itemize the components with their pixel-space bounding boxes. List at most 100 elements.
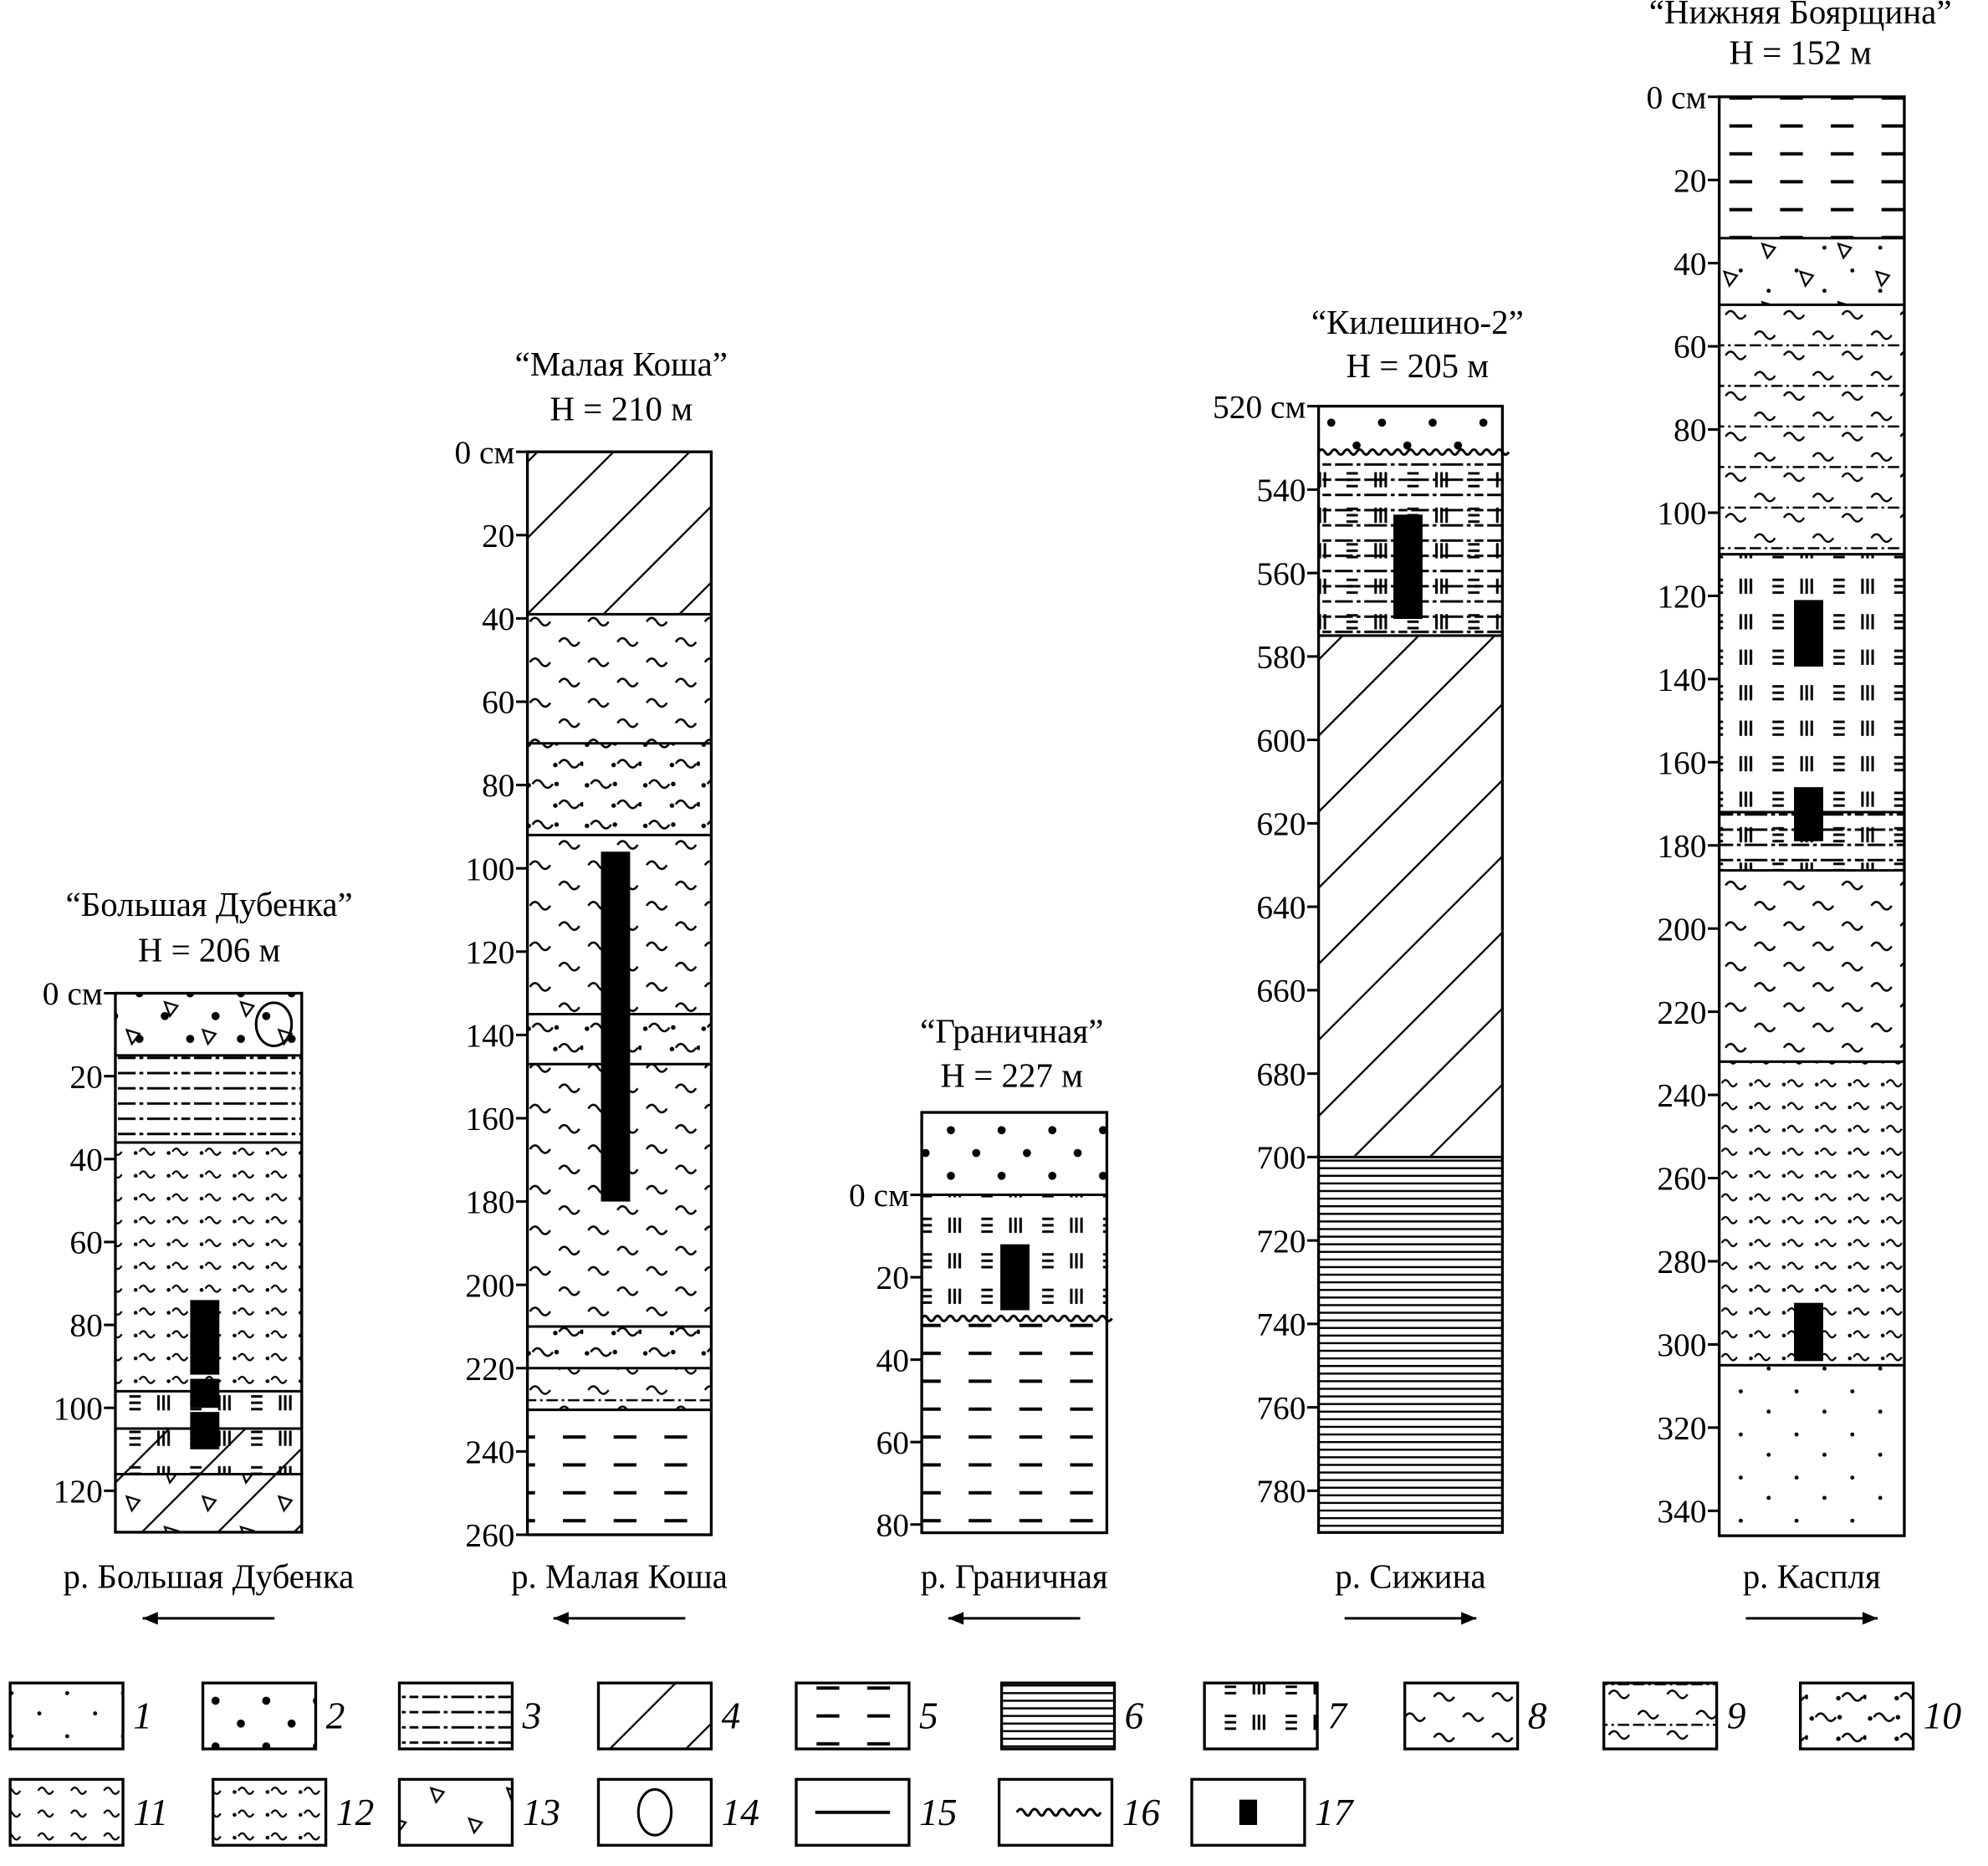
legend-swatch-frame [201, 1681, 318, 1751]
tick-label: 120 [465, 933, 514, 970]
sample-block [1000, 1244, 1030, 1311]
legend-item: 4 [596, 1681, 740, 1751]
tick-label: 560 [1256, 555, 1306, 592]
tick-label: 680 [1256, 1056, 1306, 1092]
layer [1719, 96, 1904, 238]
tick-label: 40 [1674, 245, 1706, 282]
tick-label: 260 [1657, 1160, 1706, 1197]
tick-label: 40 [876, 1342, 909, 1378]
pattern-10-swatch [1800, 1683, 1914, 1750]
section-column: “Граничная” H = 227 м 0 см 20 40 60 80 р. Грани… [849, 1013, 1113, 1625]
section-title: “Килешино-2” [1311, 304, 1524, 341]
tick-label: 100 [465, 851, 514, 887]
legend-number: 5 [919, 1695, 938, 1737]
section-column: “Малая Коша” H = 210 м 0 см 20 40 60 80 100 120 1… [454, 345, 728, 1625]
pattern-7 [1719, 554, 1904, 812]
arrow-head [1461, 1612, 1477, 1625]
sample-block [1794, 1302, 1823, 1362]
section-elevation: H = 205 м [1347, 347, 1490, 385]
sections: “Большая Дубенка” H = 206 м 0 см 20 40 60 80 10… [43, 0, 1952, 1625]
pattern-8 [1719, 870, 1904, 1062]
layer [1318, 1155, 1503, 1533]
pattern-5 [1719, 96, 1904, 238]
boulder-symbol [254, 1001, 294, 1047]
tick-label: 580 [1256, 639, 1306, 676]
pattern-9 [1719, 304, 1904, 555]
layer [1719, 553, 1904, 812]
tick-label: 280 [1657, 1244, 1706, 1281]
pattern-4 [1318, 635, 1503, 1158]
pattern-11-swatch [10, 1779, 124, 1846]
tick-label: 300 [1657, 1327, 1706, 1363]
column-frame [1717, 95, 1906, 1537]
column-frame [525, 450, 713, 1536]
tick-label: 700 [1256, 1139, 1306, 1176]
pattern-13 [1719, 238, 1904, 305]
pattern-13 [115, 1474, 302, 1532]
river-name: р. Каспля [1743, 1557, 1881, 1595]
layer [922, 1112, 1107, 1195]
layer [115, 993, 302, 1056]
erosion-boundary [920, 1314, 1113, 1322]
legend-swatch-frame [1602, 1681, 1719, 1751]
tick-label: 340 [1657, 1493, 1706, 1530]
layer [1318, 406, 1503, 452]
tick-label: 180 [465, 1184, 514, 1220]
layer [527, 1408, 712, 1535]
river-name: р. Большая Дубенка [63, 1557, 354, 1595]
tick-label: 740 [1256, 1306, 1306, 1343]
pattern-4 [527, 452, 712, 615]
layer [1719, 869, 1904, 1062]
tick-label: 20 [876, 1260, 909, 1296]
tick-label: 20 [482, 517, 514, 554]
legend-swatch-frame [997, 1777, 1114, 1847]
tick-label: 40 [69, 1141, 102, 1178]
layer [920, 1314, 1113, 1533]
sample-block-symbol [1239, 1799, 1258, 1825]
legend-swatch-frame [397, 1777, 514, 1847]
legend-swatch-frame [999, 1681, 1117, 1751]
tick-label: 200 [1657, 911, 1706, 948]
legend-item: 13 [397, 1777, 560, 1847]
tick-label: 60 [69, 1224, 102, 1261]
pattern-7-swatch [1204, 1683, 1318, 1750]
pattern-10 [527, 1326, 712, 1368]
section-column: “Большая Дубенка” H = 206 м 0 см 20 40 60 80 10… [43, 886, 354, 1625]
legend-number: 7 [1327, 1695, 1348, 1737]
legend-swatch-frame [596, 1777, 713, 1847]
tick-label: 200 [465, 1267, 514, 1304]
legend-number: 10 [1924, 1695, 1962, 1737]
section-title: “Большая Дубенка” [66, 886, 353, 923]
pattern-1 [1719, 1365, 1904, 1536]
legend-swatch-frame [1190, 1777, 1306, 1847]
section-title: “Малая Коша” [515, 345, 728, 383]
legend-item: 12 [212, 1777, 374, 1847]
tick-label: 140 [465, 1017, 514, 1054]
legend-number: 9 [1727, 1695, 1746, 1737]
tick-label: 320 [1657, 1410, 1706, 1447]
legend-swatch-frame [596, 1681, 713, 1751]
section-title: “Граничная” [920, 1013, 1103, 1051]
tick-label: 600 [1256, 722, 1306, 759]
legend-item: 8 [1403, 1681, 1547, 1751]
legend-swatch-frame [1798, 1681, 1915, 1751]
tick-label: 120 [54, 1473, 103, 1510]
tick-label: 720 [1256, 1223, 1306, 1260]
pattern-9 [527, 1368, 712, 1410]
pattern-3-swatch [399, 1683, 513, 1750]
pattern-6-swatch [1001, 1683, 1115, 1750]
tick-label: 80 [1674, 412, 1706, 448]
pattern-13-swatch [399, 1779, 513, 1846]
river-name: р. Граничная [921, 1557, 1108, 1595]
legend-number: 2 [326, 1695, 345, 1737]
pattern-1-swatch [10, 1683, 124, 1750]
tick-label: 120 [1657, 578, 1706, 615]
tick-label: 260 [465, 1517, 514, 1554]
layer [527, 452, 712, 615]
sample-block [1794, 600, 1823, 667]
column-frame [114, 991, 304, 1534]
legend-swatch-frame [397, 1681, 514, 1751]
legend-number: 16 [1122, 1791, 1161, 1833]
